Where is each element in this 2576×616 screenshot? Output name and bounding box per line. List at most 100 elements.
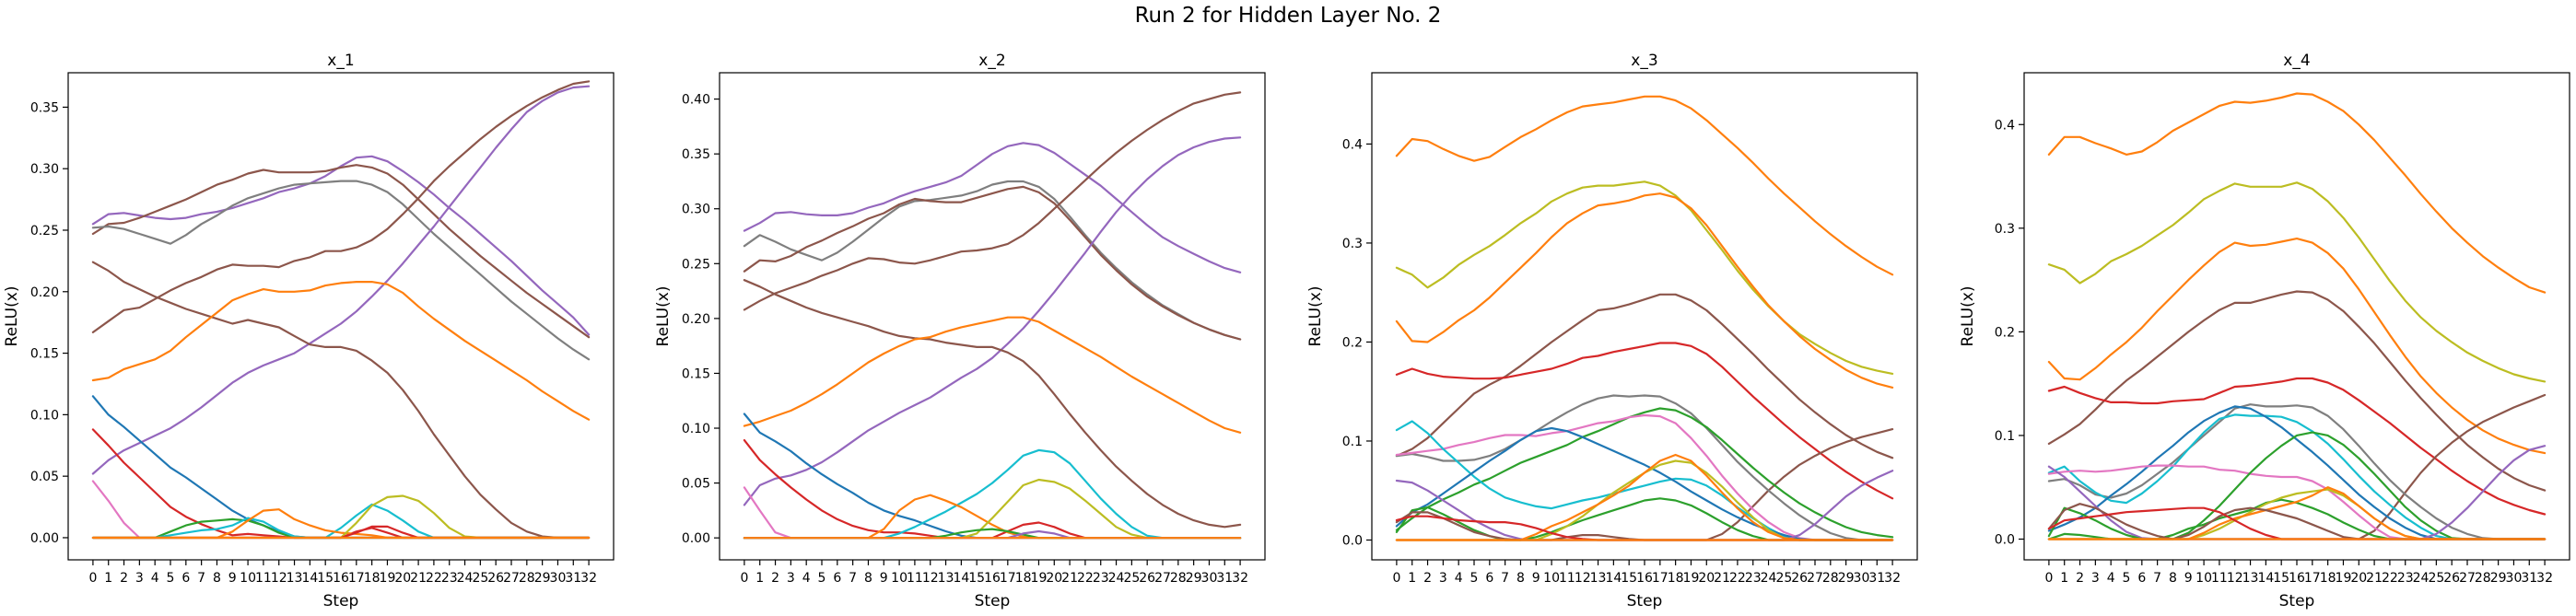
y-tick-label: 0.20	[682, 312, 710, 327]
series-line-1	[743, 142, 1242, 273]
y-tick-label: 0.10	[682, 422, 710, 436]
x-tick-label: 8	[1516, 571, 1525, 586]
x-tick-label: 28	[2475, 571, 2491, 586]
x-tick-label: 9	[2184, 571, 2193, 586]
x-tick-label: 32	[2536, 571, 2553, 586]
x-axis-label: Step	[975, 592, 1011, 610]
y-tick-label: 0.2	[1342, 335, 1363, 350]
x-tick-label: 23	[1093, 571, 1109, 586]
series-line-7	[91, 281, 591, 421]
x-tick-label: 10	[1543, 571, 1560, 586]
x-tick-label: 32	[580, 571, 597, 586]
x-tick-label: 1	[2060, 571, 2068, 586]
x-tick-label: 18	[1015, 571, 1032, 586]
x-tick-label: 25	[1123, 571, 1140, 586]
y-tick-label: 0.00	[30, 531, 59, 546]
x-tick-label: 18	[2320, 571, 2336, 586]
x-axis-label: Step	[1627, 592, 1663, 610]
series-line-3	[743, 185, 1242, 341]
x-tick-label: 14	[1605, 571, 1622, 586]
x-tick-label: 13	[287, 571, 303, 586]
x-tick-label: 0	[740, 571, 748, 586]
x-tick-label: 19	[1031, 571, 1048, 586]
series-line-14	[743, 528, 1242, 540]
x-tick-label: 6	[833, 571, 841, 586]
x-tick-label: 22	[1077, 571, 1094, 586]
series-line-1	[91, 155, 591, 336]
series-line-4	[743, 91, 1242, 311]
x-tick-label: 32	[1884, 571, 1901, 586]
x-axis-label: Step	[323, 592, 359, 610]
x-tick-label: 16	[333, 571, 349, 586]
y-tick-label: 0.30	[30, 162, 59, 177]
x-tick-label: 7	[1501, 571, 1509, 586]
x-tick-label: 1	[104, 571, 112, 586]
x-tick-label: 27	[503, 571, 520, 586]
chart-title: x_4	[2283, 52, 2310, 70]
x-tick-label: 23	[1745, 571, 1762, 586]
x-tick-label: 16	[984, 571, 1001, 586]
y-tick-label: 0.05	[682, 477, 710, 492]
chart-title: x_1	[327, 52, 354, 70]
series-line-2	[743, 180, 1242, 341]
x-tick-label: 31	[565, 571, 581, 586]
x-tick-label: 29	[2490, 571, 2507, 586]
x-tick-label: 17	[1652, 571, 1669, 586]
x-tick-label: 13	[938, 571, 954, 586]
x-tick-label: 28	[1822, 571, 1839, 586]
x-tick-label: 7	[2153, 571, 2161, 586]
x-tick-label: 4	[2107, 571, 2115, 586]
chart-panel-1: 0 1 2 3 4 5 6 7 8 9 101112131415161718192021222324…	[3, 52, 615, 610]
y-tick-label: 0.05	[30, 470, 59, 484]
x-tick-label: 13	[1590, 571, 1607, 586]
series-line-2	[2047, 181, 2547, 383]
x-tick-label: 11	[907, 571, 923, 586]
series-line-2	[91, 164, 591, 339]
series-line-2	[1395, 180, 1894, 375]
x-tick-label: 6	[181, 571, 190, 586]
series-line-4	[2047, 290, 2547, 492]
x-tick-label: 15	[1621, 571, 1637, 586]
y-tick-label: 0.25	[682, 257, 710, 272]
x-tick-label: 2	[120, 571, 128, 586]
x-tick-label: 28	[519, 571, 535, 586]
x-tick-label: 15	[968, 571, 985, 586]
figure-title: Run 2 for Hidden Layer No. 2	[1134, 4, 1442, 28]
x-tick-label: 8	[864, 571, 872, 586]
x-tick-label: 10	[2195, 571, 2212, 586]
x-tick-label: 22	[1729, 571, 1746, 586]
series-line-5	[2047, 377, 2547, 516]
x-tick-label: 30	[1854, 571, 1870, 586]
y-tick-label: 0.10	[30, 408, 59, 423]
x-tick-label: 14	[301, 571, 318, 586]
x-tick-label: 29	[1186, 571, 1202, 586]
series-line-14	[91, 494, 591, 540]
x-tick-label: 27	[1807, 571, 1823, 586]
x-tick-label: 14	[2257, 571, 2274, 586]
series-line-6	[91, 261, 591, 540]
x-tick-label: 30	[2506, 571, 2523, 586]
x-tick-label: 19	[1683, 571, 1700, 586]
x-tick-label: 8	[213, 571, 221, 586]
x-tick-label: 25	[2428, 571, 2444, 586]
chart-panel-2: 0 1 2 3 4 5 6 7 8 9 101112131415161718192021222324…	[654, 52, 1266, 610]
x-tick-label: 19	[2336, 571, 2352, 586]
series-line-11	[1395, 426, 1894, 541]
y-tick-label: 0.2	[1995, 325, 2015, 340]
series-line-4	[91, 80, 591, 333]
x-tick-label: 20	[1046, 571, 1062, 586]
x-tick-label: 23	[441, 571, 458, 586]
series-line-1	[2047, 92, 2547, 294]
x-tick-label: 18	[364, 571, 381, 586]
x-tick-label: 4	[802, 571, 811, 586]
x-tick-label: 7	[849, 571, 857, 586]
x-tick-label: 22	[426, 571, 442, 586]
x-tick-label: 31	[1868, 571, 1885, 586]
series-line-5	[743, 136, 1242, 506]
x-tick-label: 18	[1668, 571, 1684, 586]
y-tick-label: 0.4	[1995, 118, 2015, 133]
y-tick-label: 0.0	[1995, 532, 2015, 547]
series-line-10	[91, 480, 591, 540]
x-tick-label: 26	[487, 571, 504, 586]
